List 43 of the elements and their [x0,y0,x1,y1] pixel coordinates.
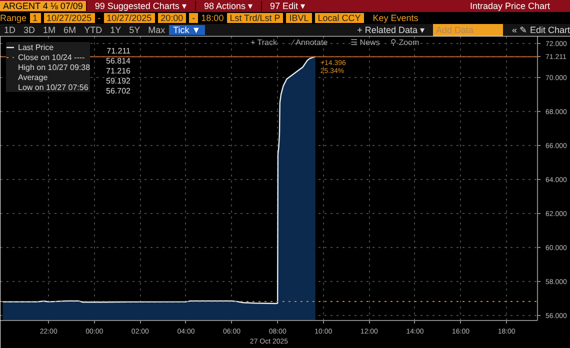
text: 1Y [109,25,122,35]
text: 3D [22,25,36,35]
text: + Related Data ▾ [357,25,425,35]
text: 98 Actions ▾ [194,1,261,11]
text: Add Data [432,24,503,36]
annotation: 59.192 [106,76,132,86]
annotation: ⚲ Zoom [390,38,420,47]
text: - [189,13,198,23]
text: 97 Edit ▾ [260,1,314,11]
annotation: Average [18,72,48,82]
text: 10/27/2025 [44,13,95,23]
text: « ✎ Edit Chart [512,25,570,35]
text: 5Y [128,25,142,35]
annotation: 71.216 [106,66,132,76]
chart-title: Intraday Price Chart [470,0,551,12]
text: 20:00 [158,13,186,23]
text: 1D [3,25,17,35]
annotation: ⁄ Annotate [290,38,328,47]
text: Local CCY [314,13,364,23]
legend-label: Close on 10/24 ---- [18,52,85,62]
annotation: 56.814 [106,56,132,66]
legend-label: Last Price [18,42,54,52]
annotation: ☰ News [350,38,380,47]
text: YTD [83,25,104,35]
annotation: 56.702 [106,86,132,96]
text: 10/27/2025 [104,13,155,23]
text: Tick ▼ [169,25,205,35]
annotation: High on 10/27 09:38 [18,62,90,72]
text: IBVL [286,13,312,23]
annotation: 71.211 [106,46,132,56]
text: 1M [42,25,57,35]
annotation: Low on 10/27 07:56 [18,82,88,92]
text: ARGENT 4 ⅛ 07/09 [0,1,86,11]
text: 18:00 [201,13,224,23]
text: - [98,13,101,23]
text: Lst Trd/Lst P [226,13,284,23]
text: 99 Suggested Charts ▾ [86,1,195,11]
annotation: + Track [250,38,278,47]
text: Key Events [372,13,418,23]
text: Max [147,25,166,35]
text: Range [0,13,27,23]
text: 1 [30,13,41,23]
text: 6M [62,25,78,35]
